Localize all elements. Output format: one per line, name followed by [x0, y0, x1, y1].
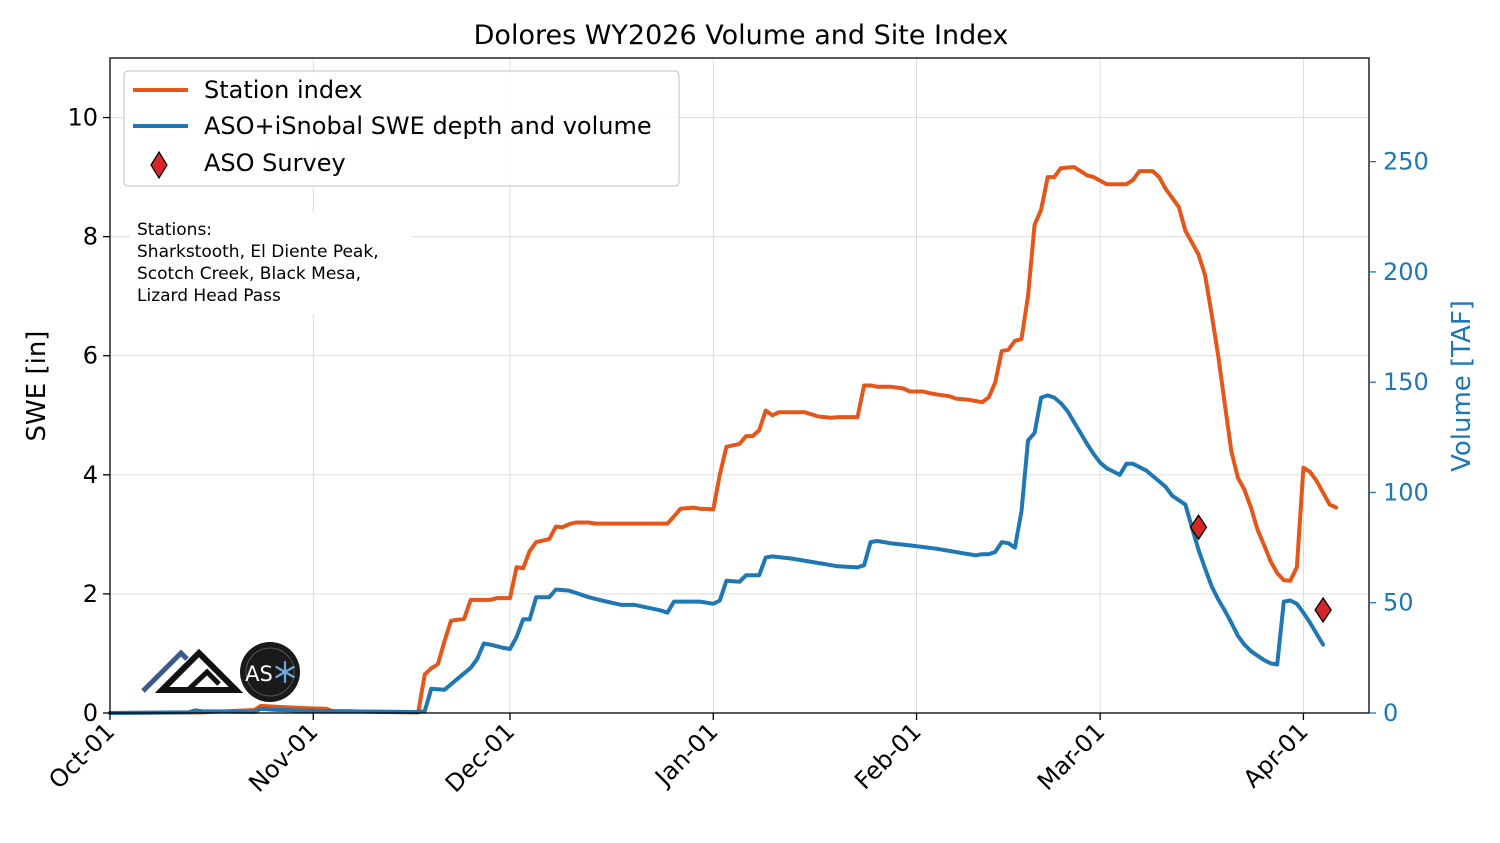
chart-title: Dolores WY2026 Volume and Site Index — [474, 20, 1009, 51]
legend-box — [123, 70, 680, 187]
mountain-logo-icon — [141, 648, 244, 693]
y2-tick-label: 50 — [1383, 589, 1414, 617]
y-axis-left: 0 2 4 6 8 10 — [67, 104, 110, 727]
stations-note-line: Scotch Creek, Black Mesa, — [137, 264, 361, 284]
y-tick-label: 10 — [67, 104, 98, 132]
plot-frame — [109, 57, 1370, 714]
stations-note-line: Sharkstooth, El Diente Peak, — [137, 242, 379, 262]
y2-tick-label: 150 — [1383, 368, 1429, 396]
stations-note: Stations: Sharkstooth, El Diente Peak, S… — [130, 212, 412, 314]
stations-note-line: Stations: — [137, 220, 212, 240]
survey-markers — [1189, 514, 1332, 624]
y2-tick-label: 100 — [1383, 478, 1429, 506]
legend: Station index ASO+iSnobal SWE depth and … — [123, 70, 680, 187]
legend-label-volume: ASO+iSnobal SWE depth and volume — [204, 112, 652, 140]
y-tick-label: 2 — [83, 580, 98, 608]
y2-axis-title: Volume [TAF] — [1447, 300, 1477, 472]
volume-line — [108, 393, 1326, 715]
stations-note-line: Lizard Head Pass — [137, 286, 281, 306]
y-tick-label: 6 — [83, 342, 98, 370]
y2-tick-label: 0 — [1383, 699, 1398, 727]
y-tick-label: 4 — [83, 461, 98, 489]
aso-survey-marker — [1314, 596, 1332, 624]
stations-note-box — [130, 212, 412, 314]
legend-label-station: Station index — [204, 76, 363, 104]
legend-label-survey: ASO Survey — [204, 149, 346, 177]
y-tick-label: 8 — [83, 223, 98, 251]
series-lines — [108, 165, 1339, 715]
y2-tick-label: 200 — [1383, 258, 1429, 286]
aso-logo-icon: AS — [240, 642, 300, 702]
station-index-line — [108, 165, 1339, 715]
aso-logo-text: AS — [245, 662, 273, 686]
aso-survey-marker — [1189, 514, 1208, 541]
y-axis-title: SWE [in] — [22, 331, 52, 442]
y-tick-label: 0 — [83, 699, 98, 727]
y-axis-right: 0 50 100 150 200 250 — [1369, 148, 1429, 727]
legend-swatch-survey — [150, 150, 168, 180]
y2-tick-label: 250 — [1383, 148, 1429, 176]
snowflake-icon — [275, 660, 295, 684]
